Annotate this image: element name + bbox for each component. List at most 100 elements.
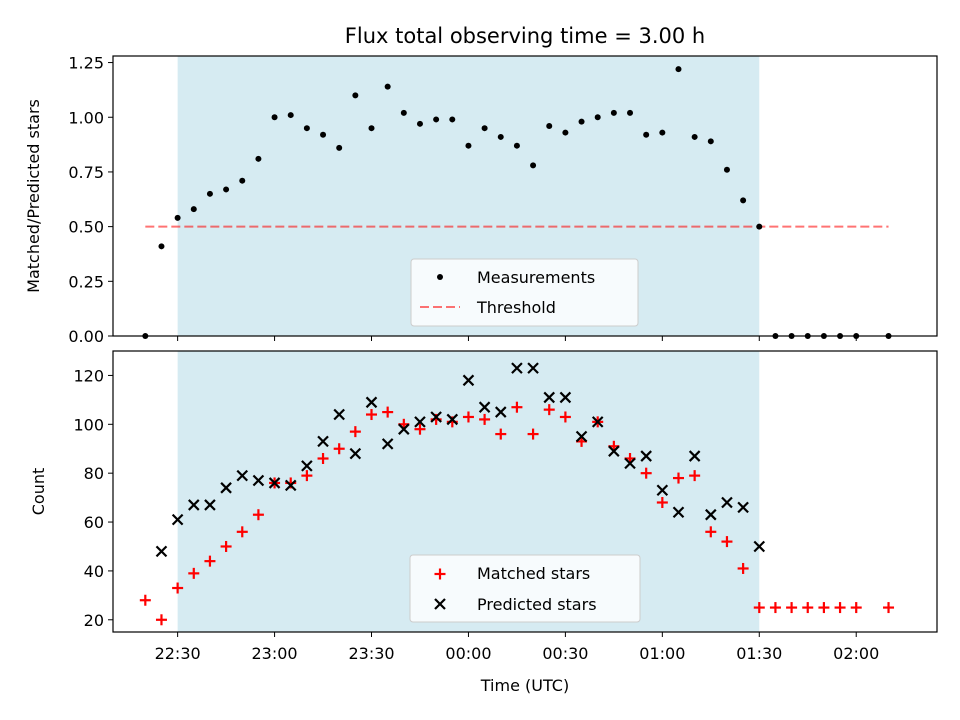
- top-panel: 0.00 0.25 0.50 0.75 1.00 1.25 Matched/Predict…: [24, 54, 938, 346]
- measurement-point: [707, 138, 714, 145]
- measurement-point: [610, 109, 617, 116]
- matched-star-point: [834, 602, 846, 614]
- measurement-point: [352, 92, 359, 99]
- predicted-star-point: [575, 430, 588, 443]
- measurement-point: [158, 243, 165, 250]
- measurement-point: [287, 112, 294, 119]
- matched-star-point: [462, 411, 474, 423]
- bottom-axes-frame: [112, 350, 938, 633]
- top-y-tick-label: 0.75: [68, 163, 104, 182]
- matched-star-point: [850, 602, 862, 614]
- matched-star-point: [656, 496, 668, 508]
- predicted-star-point: [591, 416, 604, 428]
- predicted-star-point: [430, 411, 442, 423]
- measurement-point: [659, 129, 666, 136]
- predicted-star-point: [705, 508, 717, 521]
- measurement-point: [562, 129, 569, 136]
- matched-star-point: [155, 614, 167, 626]
- matched-star-point: [737, 562, 749, 574]
- bottom-x-tick-label: 01:30: [736, 644, 782, 663]
- matched-star-point: [172, 582, 184, 594]
- matched-star-point: [883, 602, 895, 614]
- predicted-star-point: [494, 406, 507, 418]
- measurement-point: [497, 133, 504, 140]
- measurement-point: [675, 66, 682, 73]
- measurement-point: [368, 125, 375, 132]
- predicted-star-point: [381, 438, 394, 450]
- predicted-star-point: [511, 362, 523, 374]
- matched-star-point: [252, 509, 264, 521]
- measurement-point: [336, 144, 343, 151]
- matched-star-point: [802, 602, 814, 614]
- matched-star-point: [705, 526, 717, 538]
- matched-star-point: [640, 467, 652, 479]
- measurement-point: [530, 162, 537, 169]
- predicted-star-point: [349, 447, 362, 460]
- matched-star-point: [769, 602, 781, 614]
- matched-star-point: [511, 401, 523, 413]
- matched-star-point: [188, 567, 200, 579]
- measurement-point: [481, 125, 488, 132]
- predicted-star-point: [333, 408, 345, 421]
- matched-star-point: [672, 472, 684, 484]
- legend-predicted-marker: [434, 598, 446, 610]
- measurement-point: [723, 166, 730, 173]
- measurement-point: [206, 190, 213, 197]
- matched-star-point: [479, 413, 491, 425]
- measurement-point: [239, 177, 246, 184]
- matched-star-point: [753, 602, 765, 614]
- top-x-ticks: [177, 336, 857, 341]
- predicted-star-point: [462, 374, 475, 387]
- measurement-point: [174, 214, 181, 221]
- predicted-star-point: [478, 401, 491, 413]
- matched-star-point: [527, 428, 539, 440]
- matched-star-point: [139, 594, 151, 606]
- measurement-points: [142, 66, 892, 339]
- predicted-star-point: [268, 477, 281, 489]
- matched-star-point: [366, 409, 378, 421]
- measurement-point: [384, 83, 391, 90]
- legend-matched-marker: [434, 568, 446, 580]
- predicted-stars-points: [155, 362, 766, 558]
- bottom-y-tick-label: 60: [84, 513, 104, 532]
- predicted-star-point: [317, 435, 329, 448]
- predicted-star-point: [688, 450, 701, 462]
- bottom-x-tick-label: 00:30: [542, 644, 588, 663]
- measurement-point: [271, 114, 278, 121]
- bottom-y-tick-label: 40: [84, 562, 104, 581]
- predicted-star-point: [446, 413, 459, 426]
- measurement-point: [223, 186, 230, 193]
- matched-star-point: [818, 602, 830, 614]
- top-axes-frame: [112, 55, 938, 337]
- predicted-star-point: [737, 501, 749, 514]
- measurement-point: [578, 118, 585, 125]
- top-y-tick-label: 1.25: [68, 54, 104, 73]
- legend-measurements-marker: [437, 274, 443, 280]
- predicted-star-point: [252, 474, 265, 487]
- measurement-point: [627, 109, 634, 116]
- measurement-point: [691, 133, 698, 140]
- matched-star-point: [495, 428, 507, 440]
- predicted-star-point: [543, 391, 556, 404]
- x-axis-label: Time (UTC): [480, 676, 569, 695]
- measurement-point: [513, 142, 520, 149]
- predicted-star-point: [171, 513, 184, 526]
- bottom-y-ticks: 20 40 60 80 100 120: [73, 366, 113, 630]
- bottom-legend-box: [409, 554, 641, 623]
- predicted-star-point: [753, 540, 766, 553]
- legend-predicted-label: Predicted stars: [477, 595, 597, 614]
- matched-star-point: [382, 406, 394, 418]
- matched-star-point: [349, 426, 361, 438]
- matched-star-point: [220, 540, 232, 552]
- measurement-point: [449, 116, 456, 123]
- predicted-star-point: [236, 469, 249, 482]
- top-y-axis-label: Matched/Predicted stars: [24, 99, 43, 293]
- predicted-star-point: [188, 499, 200, 511]
- bottom-y-axis-label: Count: [29, 468, 48, 516]
- matched-star-point: [236, 526, 248, 538]
- measurement-point: [465, 142, 472, 149]
- measurement-point: [594, 114, 601, 121]
- measurement-point: [740, 197, 747, 204]
- predicted-star-point: [624, 457, 636, 470]
